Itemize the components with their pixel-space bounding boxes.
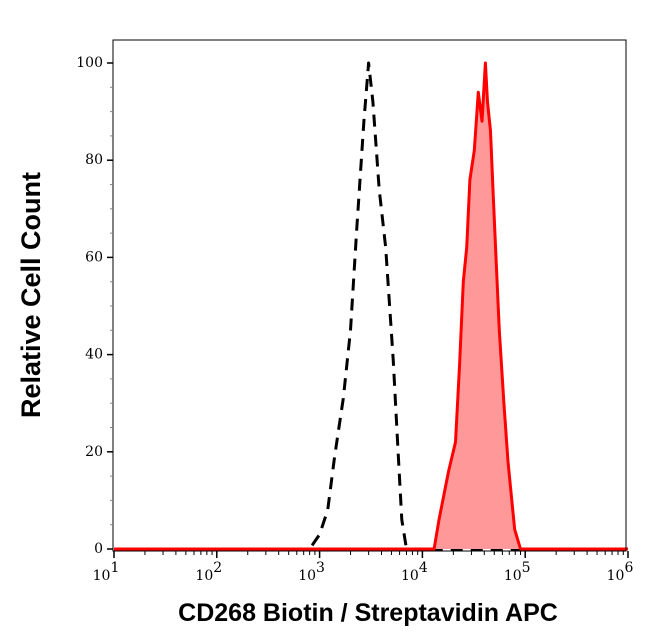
series-line-1 [114, 61, 628, 551]
x-tick-label: 103 [298, 560, 325, 584]
series-fill-1 [114, 63, 628, 549]
x-tick-label: 106 [607, 560, 634, 584]
x-tick-label: 105 [504, 560, 531, 584]
x-axis-label: CD268 Biotin / Streptavidin APC [178, 599, 558, 627]
x-tick-label: 101 [93, 560, 120, 584]
y-tick-label: 100 [76, 55, 103, 71]
y-tick-label: 0 [94, 541, 103, 557]
y-tick-label: 60 [85, 249, 103, 265]
y-axis-label: Relative Cell Count [16, 172, 46, 418]
y-tick-label: 20 [85, 444, 103, 460]
y-tick-label: 80 [85, 152, 103, 168]
x-tick-label: 102 [195, 560, 222, 584]
plot-frame [112, 39, 627, 552]
series-line-0 [114, 61, 628, 551]
y-tick-label: 40 [85, 347, 103, 363]
x-tick-label: 104 [401, 560, 428, 584]
